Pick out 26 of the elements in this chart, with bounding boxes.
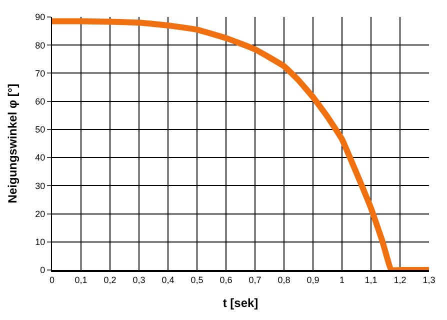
y-tick-label: 90 [35, 12, 46, 22]
x-tick-label: 1 [339, 274, 345, 285]
y-tick-label: 20 [35, 208, 46, 219]
y-tick-label: 60 [35, 96, 46, 106]
x-tick-label: 1,3 [422, 274, 436, 285]
x-tick-label: 1,2 [394, 274, 406, 285]
x-tick-label: 0 [49, 274, 55, 285]
y-axis-title: Neigungswinkel φ [°] [5, 84, 20, 204]
x-tick-label: 0,6 [220, 274, 232, 285]
x-tick-label: 0,2 [104, 274, 116, 285]
y-tick-label: 50 [35, 124, 46, 135]
x-tick-label: 0,5 [190, 274, 204, 285]
y-tick-label: 40 [35, 152, 46, 163]
x-axis-title: t [sek] [222, 296, 258, 310]
y-tick-label: 80 [35, 40, 46, 50]
y-tick-label: 0 [40, 265, 46, 276]
y-tick-label: 10 [35, 237, 46, 248]
x-tick-label: 0,4 [162, 274, 174, 285]
x-tick-label: 0,9 [306, 274, 320, 285]
x-tick-label: 0,8 [278, 274, 290, 285]
x-tick-label: 0,1 [74, 274, 88, 285]
x-tick-label: 1,1 [364, 274, 378, 285]
y-tick-label: 70 [35, 68, 46, 78]
x-tick-label: 0,7 [248, 274, 262, 285]
y-tick-label: 30 [35, 180, 46, 191]
x-tick-label: 0,3 [132, 274, 146, 285]
